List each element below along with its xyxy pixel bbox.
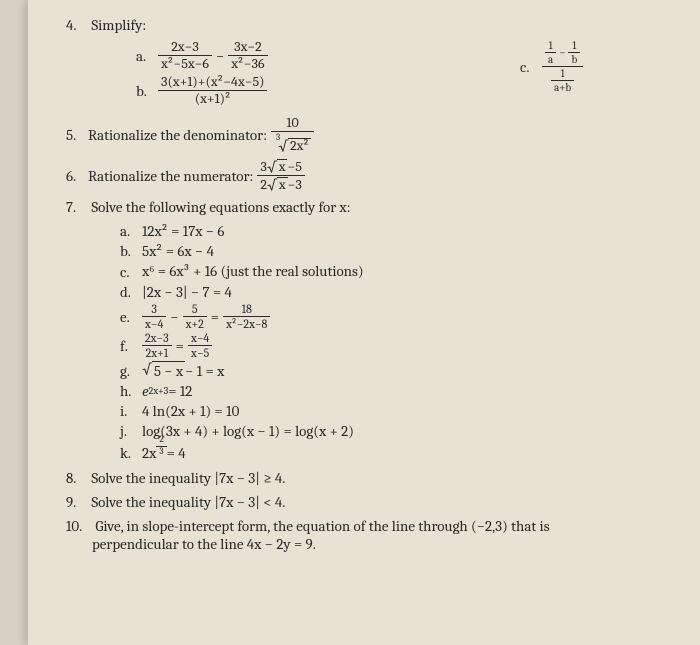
q7i: i.4 ln(2x + 1) = 10 (120, 402, 672, 420)
q8-text: Solve the inequality |7x − 3| ≥ 4. (91, 469, 285, 487)
q7b: b.5x² = 6x − 4 (120, 242, 672, 260)
q7k: k. 2x23 = 4 (120, 442, 672, 463)
q10-text2: perpendicular to the line 4x − 2y = 9. (92, 535, 672, 553)
question-5: 5. Rationalize the denominator: 10 3√2x² (66, 116, 672, 153)
question-10: 10. Give, in slope-intercept form, the e… (66, 517, 672, 553)
q6-number: 6. (66, 167, 88, 185)
q5-frac: 10 3√2x² (271, 116, 314, 153)
cube-root-icon: 3√2x² (274, 138, 311, 153)
q4a-frac2: 3x−2x²−36 (228, 40, 267, 71)
q4c: c. 1a − 1b 1a+b (520, 40, 583, 93)
question-9: 9. Solve the inequality |7x − 3| < 4. (66, 493, 672, 511)
q7-subs: a.12x² = 17x − 6 b.5x² = 6x − 4 c.x⁶ = 6… (120, 222, 672, 463)
q4-number: 4. (66, 16, 88, 34)
q7d: d.|2x − 3| − 7 = 4 (120, 283, 672, 301)
sqrt-icon: √5 − x (142, 361, 185, 380)
q7f: f. 2x−32x+1 = x−4x−5 (120, 332, 672, 359)
q4a-frac1: 2x−3x²−5x−6 (158, 40, 212, 71)
worksheet-page: 4. Simplify: a. 2x−3x²−5x−6 − 3x−2x²−36 … (28, 0, 700, 645)
q8-number: 8. (66, 469, 88, 487)
q9-number: 9. (66, 493, 88, 511)
q7-number: 7. (66, 198, 88, 216)
q7e: e. 3x−4 − 5x+2 = 18x²−2x−8 (120, 303, 672, 330)
q4-subs: a. 2x−3x²−5x−6 − 3x−2x²−36 b. 3(x+1)+(x²… (136, 40, 672, 106)
q7j: j.log(3x + 4) + log(x − 1) = log(x + 2) (120, 422, 672, 440)
q4b: b. 3(x+1)+(x²−4x−5)(x+1)² (136, 75, 672, 106)
q9-text: Solve the inequality |7x − 3| < 4. (91, 493, 285, 511)
q6-text: Rationalize the numerator: (88, 167, 253, 185)
q6-frac: 3√x−5 2√x−3 (257, 159, 305, 192)
q4c-letter: c. (520, 58, 542, 76)
q5-text: Rationalize the denominator: (88, 126, 267, 144)
q4b-frac: 3(x+1)+(x²−4x−5)(x+1)² (158, 75, 267, 106)
q4b-letter: b. (136, 82, 158, 100)
q5-number: 5. (66, 126, 88, 144)
question-8: 8. Solve the inequality |7x − 3| ≥ 4. (66, 469, 672, 487)
q7a: a.12x² = 17x − 6 (120, 222, 672, 240)
q10-number: 10. (66, 517, 92, 535)
q4a: a. 2x−3x²−5x−6 − 3x−2x²−36 (136, 40, 672, 71)
q7-text: Solve the following equations exactly fo… (91, 198, 350, 216)
question-4: 4. Simplify: (66, 16, 672, 34)
q4c-outer: 1a − 1b 1a+b (542, 40, 583, 93)
question-7: 7. Solve the following equations exactly… (66, 198, 672, 216)
q7h: h. e2x+3 = 12 (120, 382, 672, 400)
q7g: g. √5 − x − 1 = x (120, 361, 672, 380)
q4a-letter: a. (136, 47, 158, 65)
q4a-minus: − (212, 47, 228, 65)
q7c: c.x⁶ = 6x³ + 16 (just the real solutions… (120, 262, 672, 281)
q10-text1: Give, in slope-intercept form, the equat… (95, 517, 549, 535)
q4-title: Simplify: (91, 16, 146, 34)
question-6: 6. Rationalize the numerator: 3√x−5 2√x−… (66, 159, 672, 192)
